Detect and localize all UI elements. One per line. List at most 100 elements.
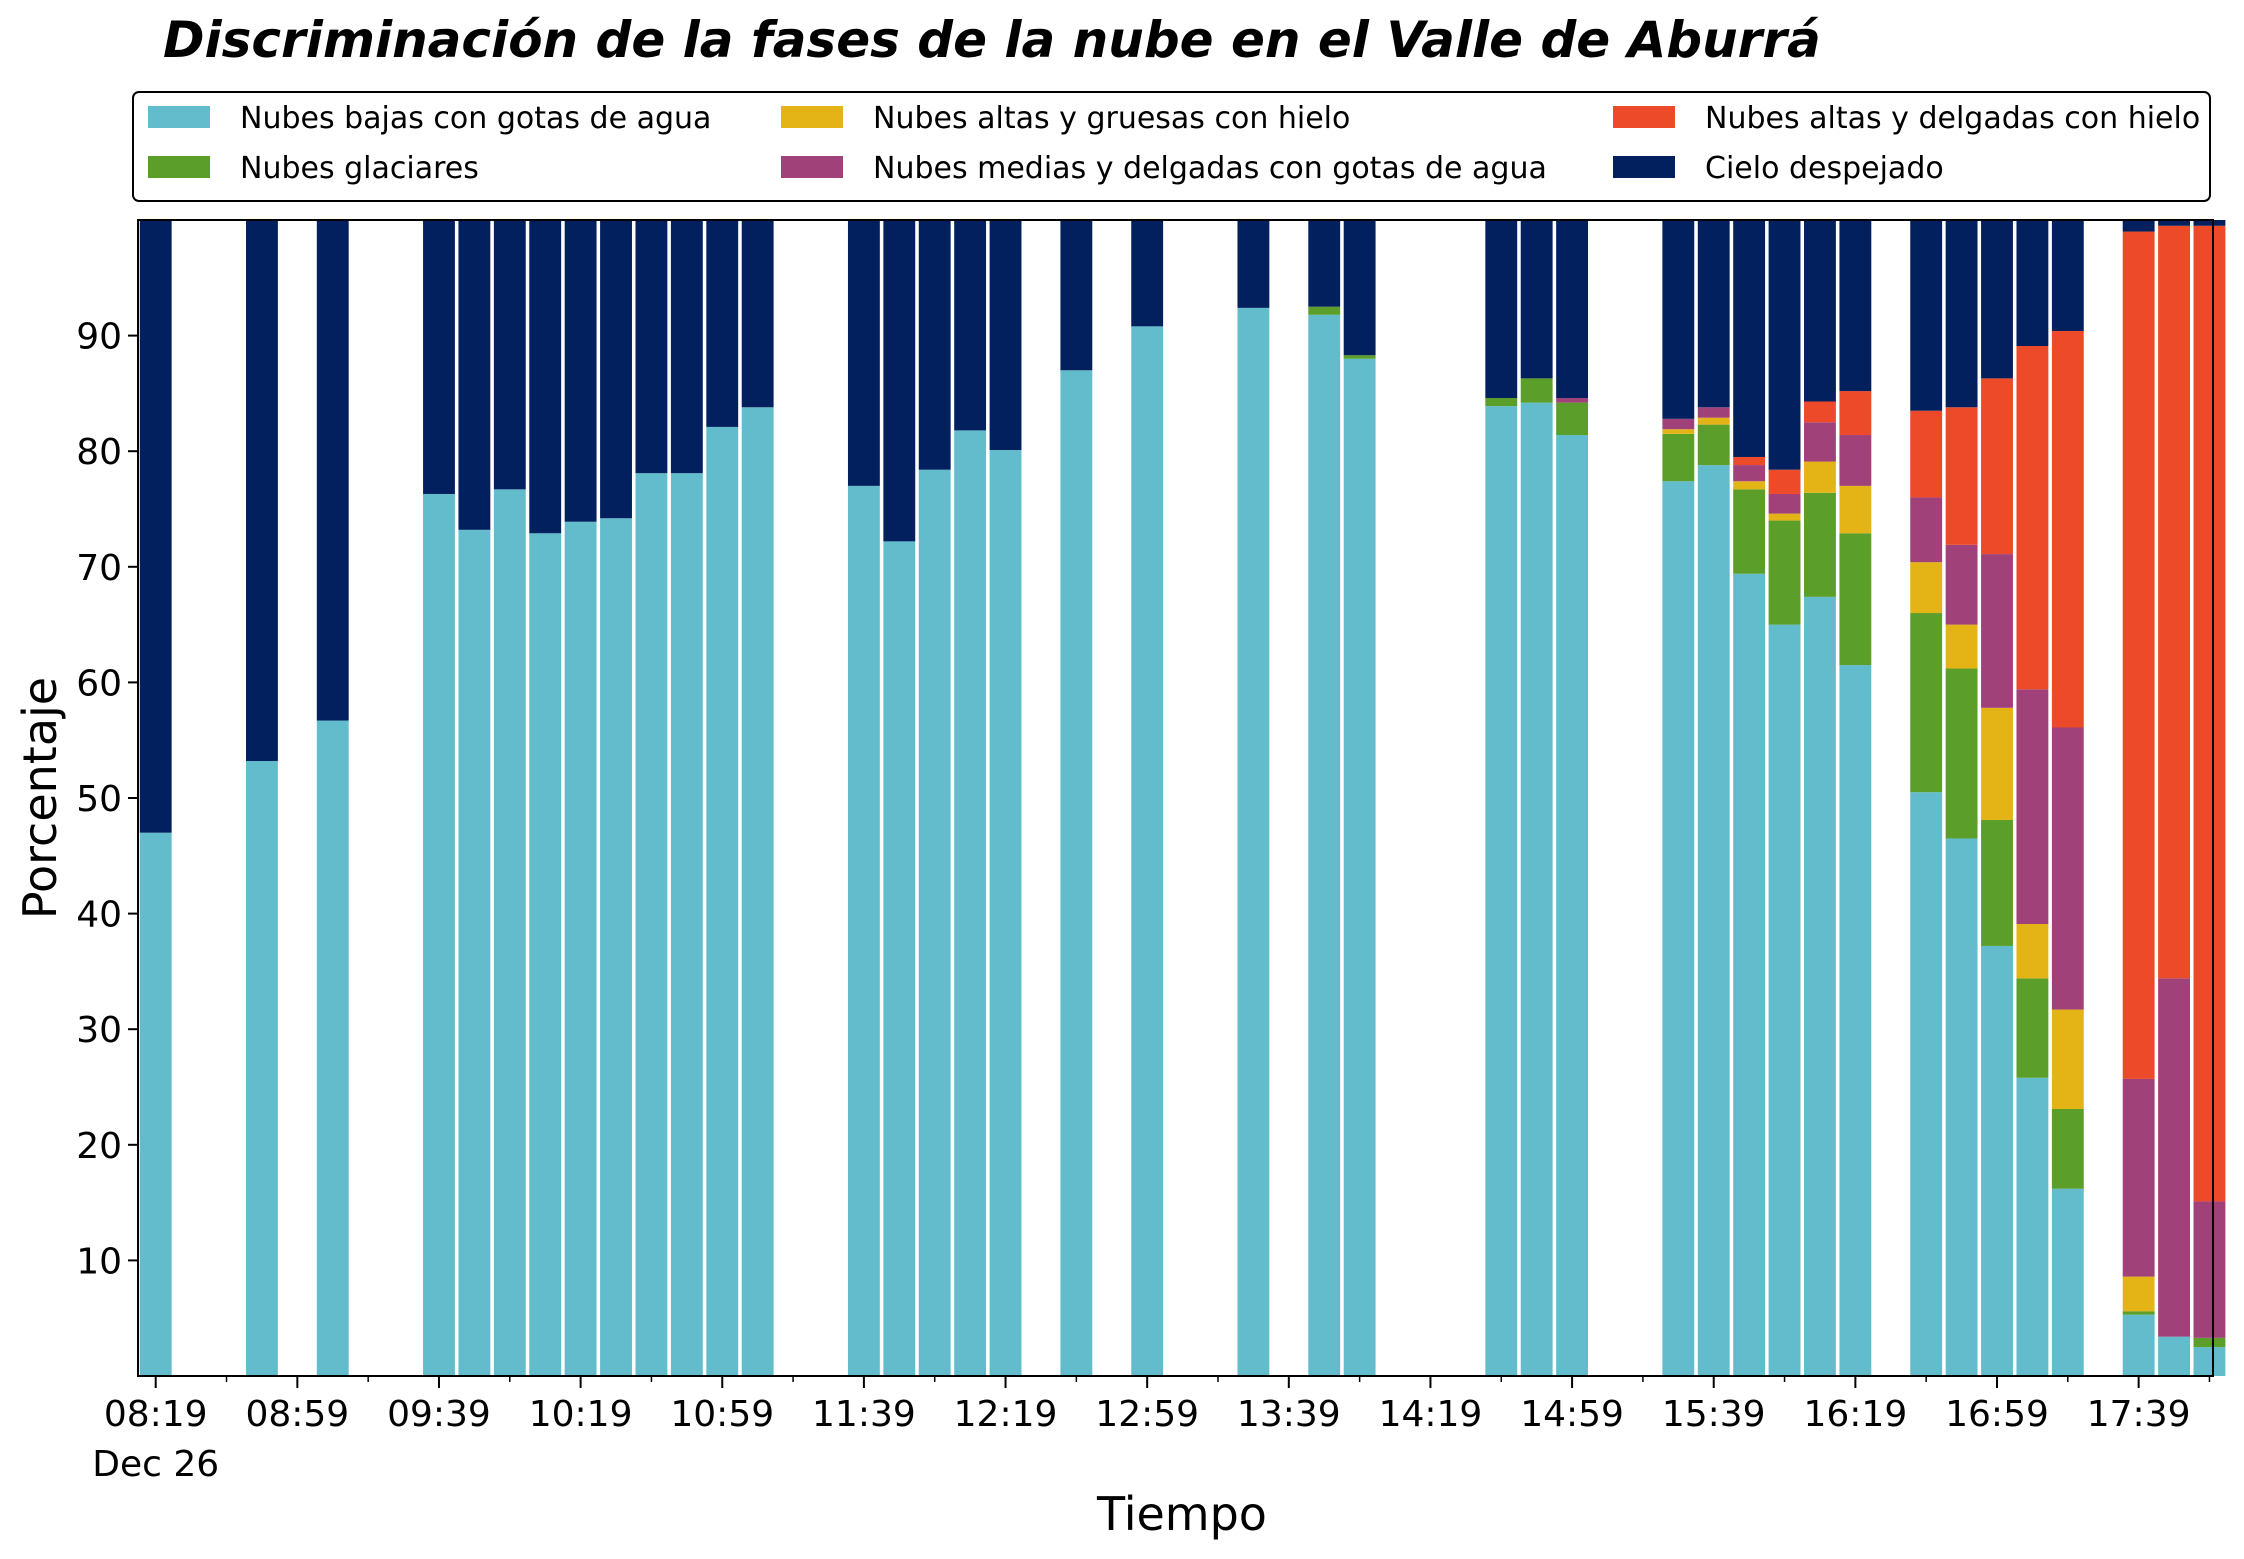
- bar-segment: [246, 761, 278, 1376]
- bar-segment: [1237, 307, 1270, 1376]
- bar-segment: [1804, 401, 1836, 423]
- bar-segment: [1485, 220, 1518, 399]
- bar-stack-1709: [2016, 220, 2049, 1376]
- bar-segment: [1308, 306, 1341, 315]
- bar-segment: [1662, 433, 1695, 482]
- bar-segment: [670, 220, 703, 474]
- bar-segment: [918, 220, 951, 470]
- bar-segment: [316, 220, 349, 721]
- bar-segment: [529, 533, 562, 1376]
- bar-segment: [1733, 220, 1766, 457]
- bar-segment: [2051, 1009, 2084, 1109]
- legend-label: Nubes altas y gruesas con hielo: [873, 101, 1350, 136]
- y-tick-label: 60: [76, 663, 122, 704]
- bar-segment: [1697, 220, 1730, 408]
- chart-title: Discriminación de la fases de la nube en…: [163, 11, 1821, 69]
- x-axis-label: Tiempo: [1096, 1487, 1267, 1541]
- bar-segment: [564, 220, 597, 522]
- bar-segment: [1662, 481, 1695, 1376]
- bar-stack-0849: [246, 220, 278, 1376]
- bar-segment: [1556, 398, 1589, 403]
- bar-segment: [741, 407, 774, 1376]
- bar-stack-1059: [706, 220, 739, 1376]
- bar-segment: [1308, 314, 1341, 1376]
- bar-stack-1549: [1733, 220, 1766, 1376]
- bar-segment: [1662, 220, 1695, 419]
- x-tick-label: 08:19: [104, 1394, 208, 1435]
- bar-stack-1719: [2051, 220, 2084, 1376]
- bar-segment: [954, 220, 987, 431]
- bar-segment: [1697, 417, 1730, 425]
- bar-segment: [1981, 819, 2013, 946]
- bar-stack-1529: [1662, 220, 1695, 1376]
- bar-stack-1329: [1237, 220, 1270, 1376]
- bar-segment: [989, 450, 1022, 1376]
- legend-box: [132, 91, 2211, 202]
- bar-segment: [2193, 225, 2226, 1202]
- bar-segment: [2158, 225, 2190, 979]
- bar-segment: [2122, 1078, 2155, 1277]
- bar-segment: [989, 220, 1022, 451]
- bar-segment: [1945, 668, 1978, 839]
- bar-segment: [1768, 220, 1801, 470]
- bar-stack-1139: [847, 220, 880, 1376]
- bar-segment: [1343, 358, 1376, 1377]
- bar-segment: [635, 473, 668, 1376]
- bar-segment: [2122, 220, 2155, 232]
- bar-segment: [1981, 220, 2013, 379]
- bar-segment: [1804, 220, 1836, 402]
- bar-segment: [139, 832, 172, 1376]
- bar-stack-1619: [1839, 220, 1872, 1376]
- bar-segment: [1768, 520, 1801, 625]
- bar-segment: [2051, 1188, 2084, 1376]
- legend-label: Nubes medias y delgadas con gotas de agu…: [873, 151, 1547, 186]
- bar-segment: [1733, 465, 1766, 482]
- bar-stack-1029: [600, 220, 632, 1376]
- x-tick-label: 16:59: [1945, 1394, 2049, 1435]
- bar-stack-1639: [1910, 220, 1943, 1376]
- bar-segment: [1804, 422, 1836, 462]
- bar-segment: [847, 485, 880, 1376]
- bar-segment: [1733, 456, 1766, 466]
- bar-segment: [2193, 1347, 2226, 1376]
- bar-segment: [2051, 1108, 2084, 1189]
- plot-frame: [137, 219, 2214, 1377]
- y-tick-label: 70: [76, 548, 122, 589]
- bar-segment: [1237, 220, 1270, 308]
- bar-segment: [2016, 978, 2049, 1078]
- legend-swatch: [781, 156, 843, 178]
- bar-segment: [2122, 231, 2155, 1079]
- bar-segment: [1343, 220, 1376, 356]
- x-tick-label: 13:39: [1237, 1394, 1341, 1435]
- bar-segment: [2122, 1276, 2155, 1312]
- bar-stack-1219: [989, 220, 1022, 1376]
- bar-segment: [2016, 689, 2049, 925]
- legend-swatch: [1613, 106, 1675, 128]
- x-date-label: Dec 26: [92, 1444, 219, 1485]
- bar-segment: [2016, 220, 2049, 346]
- bar-stack-1019: [564, 220, 597, 1376]
- bar-segment: [1308, 220, 1341, 307]
- bar-stack-1459: [1556, 220, 1589, 1376]
- bar-segment: [2122, 1314, 2155, 1376]
- bar-segment: [1981, 945, 2013, 1376]
- bar-segment: [564, 521, 597, 1376]
- bar-segment: [2193, 220, 2226, 226]
- bar-segment: [1945, 838, 1978, 1376]
- bar-segment: [1662, 418, 1695, 430]
- bar-segment: [2193, 1337, 2226, 1348]
- bar-segment: [2158, 1336, 2190, 1376]
- bar-stack-1349: [1308, 220, 1341, 1376]
- x-tick-label: 14:19: [1379, 1394, 1483, 1435]
- bar-stack-0939: [423, 220, 455, 1377]
- bar-segment: [1768, 513, 1801, 521]
- bar-segment: [600, 518, 632, 1376]
- legend-label: Nubes glaciares: [240, 151, 479, 186]
- bar-stack-1049: [670, 220, 703, 1376]
- bar-stack-1659: [1981, 220, 2013, 1376]
- bar-stack-1209: [954, 220, 987, 1376]
- bar-segment: [1945, 544, 1978, 625]
- bar-segment: [2051, 330, 2084, 728]
- bar-segment: [1697, 407, 1730, 418]
